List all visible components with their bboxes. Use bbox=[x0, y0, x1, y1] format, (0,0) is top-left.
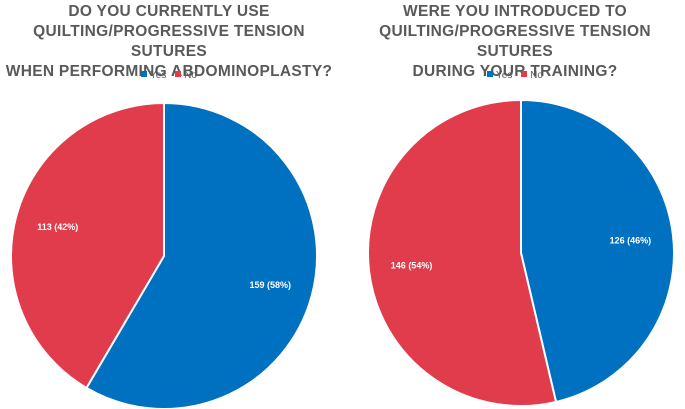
legend-swatch-no bbox=[521, 71, 528, 77]
chart-title: WERE YOU INTRODUCED TO QUILTING/PROGRESS… bbox=[379, 3, 651, 80]
data-label-no: 146 (54%) bbox=[391, 261, 433, 271]
legend-swatch-yes bbox=[141, 71, 148, 77]
chart-title: DO YOU CURRENTLY USE QUILTING/PROGRESSIV… bbox=[5, 3, 333, 80]
pie-chart-current-use: DO YOU CURRENTLY USE QUILTING/PROGRESSIV… bbox=[0, 0, 338, 409]
legend-item-yes: Yes bbox=[141, 70, 166, 81]
chart-legend: Yes No bbox=[345, 70, 685, 81]
legend-item-no: No bbox=[175, 70, 197, 81]
pie-plot-area: 159 (58%) 113 (42%) bbox=[10, 101, 318, 409]
pie-slice-no bbox=[367, 98, 558, 407]
data-label-yes: 126 (46%) bbox=[610, 235, 652, 245]
legend-label-no: No bbox=[530, 70, 543, 81]
data-label-yes: 159 (58%) bbox=[250, 280, 292, 290]
legend-swatch-yes bbox=[487, 71, 494, 77]
legend-label-yes: Yes bbox=[496, 70, 513, 81]
pie-plot-area: 126 (46%) 146 (54%) bbox=[367, 98, 675, 407]
data-label-no: 113 (42%) bbox=[37, 222, 78, 232]
chart-legend: Yes No bbox=[0, 70, 338, 81]
legend-swatch-no bbox=[175, 71, 182, 77]
legend-item-yes: Yes bbox=[487, 70, 512, 81]
legend-label-no: No bbox=[184, 70, 197, 81]
legend-label-yes: Yes bbox=[150, 70, 167, 81]
pie-slice-no bbox=[10, 101, 165, 390]
legend-item-no: No bbox=[521, 70, 543, 81]
pie-slice-yes bbox=[520, 98, 675, 404]
pie-chart-training: WERE YOU INTRODUCED TO QUILTING/PROGRESS… bbox=[345, 0, 685, 409]
